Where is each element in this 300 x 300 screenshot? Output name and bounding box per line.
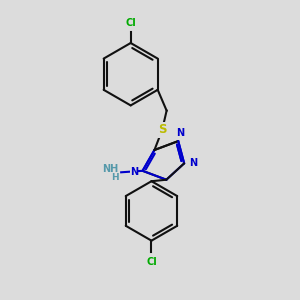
Text: N: N (176, 128, 184, 137)
Text: S: S (158, 123, 167, 136)
Text: H: H (111, 173, 119, 182)
Text: Cl: Cl (125, 18, 136, 28)
Text: N: N (190, 158, 198, 168)
Text: Cl: Cl (146, 257, 157, 267)
Text: NH: NH (103, 164, 119, 174)
Text: N: N (130, 167, 138, 177)
